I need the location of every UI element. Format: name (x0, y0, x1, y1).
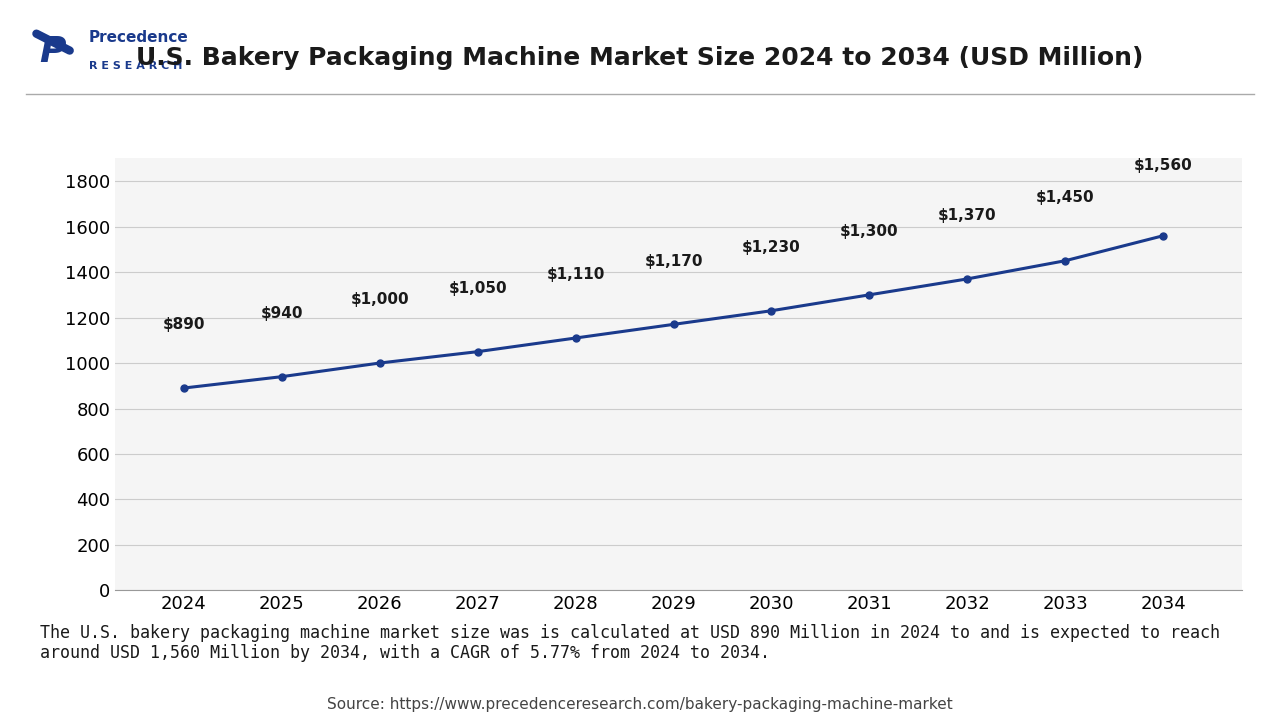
Text: $1,110: $1,110 (547, 267, 604, 282)
Text: $1,170: $1,170 (644, 254, 703, 269)
Text: ▶: ▶ (36, 40, 55, 64)
Text: $1,560: $1,560 (1134, 158, 1193, 174)
Text: U.S. Bakery Packaging Machine Market Size 2024 to 2034 (USD Million): U.S. Bakery Packaging Machine Market Siz… (136, 45, 1144, 70)
FancyArrowPatch shape (36, 34, 69, 50)
Text: $1,000: $1,000 (351, 292, 410, 307)
Text: $890: $890 (163, 318, 205, 333)
Text: P: P (38, 35, 65, 69)
Text: R E S E A R C H: R E S E A R C H (88, 61, 182, 71)
Text: Precedence: Precedence (88, 30, 188, 45)
Text: $1,450: $1,450 (1036, 190, 1094, 205)
Text: $1,370: $1,370 (938, 208, 997, 223)
Text: $940: $940 (260, 306, 303, 321)
Text: $1,050: $1,050 (448, 281, 507, 296)
Text: The U.S. bakery packaging machine market size was is calculated at USD 890 Milli: The U.S. bakery packaging machine market… (41, 624, 1220, 662)
Text: Source: https://www.precedenceresearch.com/bakery-packaging-machine-market: Source: https://www.precedenceresearch.c… (328, 697, 952, 711)
Text: $1,230: $1,230 (742, 240, 801, 255)
Text: $1,300: $1,300 (840, 224, 899, 239)
